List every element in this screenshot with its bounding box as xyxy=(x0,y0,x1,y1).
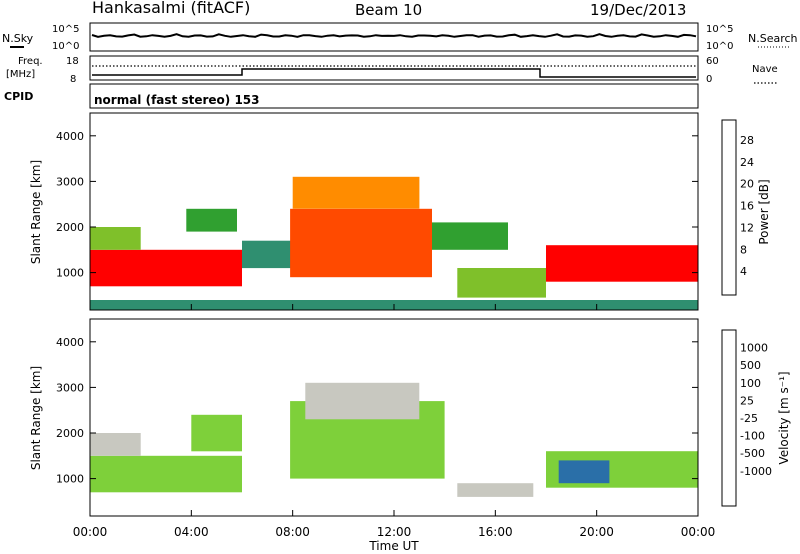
freq-label: Freq. xyxy=(18,56,43,67)
velocity-bar-tick-5: -100 xyxy=(740,430,765,443)
ytick-label-2000: 2000 xyxy=(56,221,84,234)
noise-ytick-bottom-left: 10^0 xyxy=(52,41,79,52)
velocity-panel-yticks: 1000 2000 3000 4000 xyxy=(56,336,698,486)
ytick-label-3000: 3000 xyxy=(56,381,84,394)
ytick-label-2000: 2000 xyxy=(56,427,84,440)
freq-tick-bottom: 8 xyxy=(70,74,76,85)
velocity-bar-tick-2: 100 xyxy=(740,377,761,390)
power-region-6 xyxy=(432,222,508,250)
noise-sky-line xyxy=(91,33,697,38)
power-region-3 xyxy=(242,240,293,269)
power-colorbar-title: Power [dB] xyxy=(757,179,771,244)
freq-strip-frame xyxy=(89,55,699,81)
velocity-bar-tick-1: 500 xyxy=(740,359,761,372)
power-bar-tick-2: 20 xyxy=(740,178,754,191)
power-region-4 xyxy=(290,208,432,278)
nave-label: Nave xyxy=(752,64,778,75)
nsearch-label: N.Search xyxy=(748,32,798,45)
nave-tick-bottom: 0 xyxy=(706,74,712,85)
power-region-0 xyxy=(90,249,242,287)
velocity-region-4 xyxy=(305,382,420,420)
xtick-label-4: 16:00 xyxy=(478,525,513,539)
noise-strip-frame xyxy=(89,22,699,52)
velocity-panel-data xyxy=(90,382,698,497)
beam-title: Beam 10 xyxy=(355,1,422,19)
power-region-7 xyxy=(457,268,546,298)
date-title: 19/Dec/2013 xyxy=(590,1,686,19)
velocity-bar-tick-0: 1000 xyxy=(740,342,768,355)
power-region-5 xyxy=(292,176,420,209)
velocity-bar-tick-3: 25 xyxy=(740,394,754,407)
power-panel-ylabel: Slant Range [km] xyxy=(29,160,43,264)
velocity-region-1 xyxy=(90,433,141,456)
ytick-label-1000: 1000 xyxy=(56,267,84,280)
freq-unit: [MHz] xyxy=(6,69,35,80)
velocity-bar-tick-6: -500 xyxy=(740,447,765,460)
cpid-strip-frame xyxy=(89,83,699,109)
velocity-bar-frame xyxy=(721,329,737,507)
power-bar-tick-6: 4 xyxy=(740,265,747,278)
xtick-label-5: 20:00 xyxy=(579,525,614,539)
xtick-label-6: 00:00 xyxy=(681,525,716,539)
freq-step-line xyxy=(92,68,696,78)
power-bar-frame xyxy=(721,119,737,296)
velocity-panel-ylabel: Slant Range [km] xyxy=(29,366,43,470)
station-title: Hankasalmi (fitACF) xyxy=(92,0,250,17)
cpid-label: CPID xyxy=(4,90,33,103)
power-panel-data xyxy=(90,176,698,310)
noise-ytick-top-right: 10^5 xyxy=(706,24,733,35)
velocity-colorbar: 1000 500 100 25 -25 -100 -500 -1000 xyxy=(721,329,772,507)
ytick-label-4000: 4000 xyxy=(56,336,84,349)
power-bar-tick-4: 12 xyxy=(740,221,754,234)
power-region-8 xyxy=(546,245,698,282)
cpid-text: normal (fast stereo) 153 xyxy=(94,93,260,107)
ytick-label-4000: 4000 xyxy=(56,130,84,143)
power-region-1 xyxy=(90,227,141,250)
noise-ytick-bottom-right: 10^0 xyxy=(706,41,733,52)
velocity-region-5 xyxy=(457,483,534,497)
power-bar-tick-3: 16 xyxy=(740,200,754,213)
nsky-label: N.Sky xyxy=(2,32,34,45)
power-panel-yticks: 1000 2000 3000 4000 xyxy=(56,130,698,280)
freq-tick-top: 18 xyxy=(66,56,79,67)
velocity-bar-tick-4: -25 xyxy=(740,412,758,425)
nave-tick-top: 60 xyxy=(706,56,719,67)
noise-ytick-top-left: 10^5 xyxy=(52,24,79,35)
ytick-label-1000: 1000 xyxy=(56,473,84,486)
xtick-label-1: 04:00 xyxy=(174,525,209,539)
power-bar-tick-5: 8 xyxy=(740,243,747,256)
velocity-region-2 xyxy=(191,414,242,452)
power-bar-tick-0: 28 xyxy=(740,134,754,147)
ytick-label-3000: 3000 xyxy=(56,175,84,188)
velocity-colorbar-title: Velocity [m s⁻¹] xyxy=(777,371,791,464)
time-axis-label: Time UT xyxy=(368,539,419,553)
velocity-bar-tick-7: -1000 xyxy=(740,465,772,478)
xtick-label-0: 00:00 xyxy=(73,525,108,539)
power-bar-tick-1: 24 xyxy=(740,156,754,169)
power-region-2 xyxy=(186,208,237,232)
xtick-label-2: 08:00 xyxy=(275,525,310,539)
velocity-region-7 xyxy=(558,460,610,484)
time-axis-ticks: 00:00 04:00 08:00 12:00 16:00 20:00 00:00 xyxy=(73,304,716,539)
velocity-region-0 xyxy=(90,455,242,493)
power-colorbar: 28 24 20 16 12 8 4 xyxy=(721,119,754,296)
xtick-label-3: 12:00 xyxy=(377,525,412,539)
